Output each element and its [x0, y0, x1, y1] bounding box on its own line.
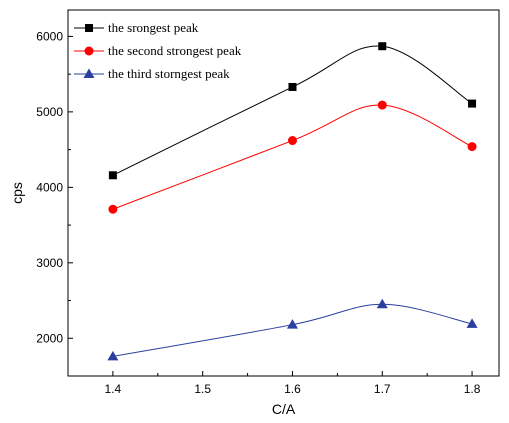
y-tick-label: 5000 [36, 105, 63, 119]
legend-label: the second strongest peak [108, 43, 242, 58]
series-line [112, 303, 473, 357]
series-1 [108, 42, 477, 180]
x-axis-ticks: 1.4 1.5 1.6 1.7 1.8 [105, 371, 481, 396]
legend-item: the third storngest peak [74, 66, 230, 81]
y-tick-label: 6000 [36, 29, 63, 43]
y-tick-label: 2000 [36, 331, 63, 345]
legend-item: the second strongest peak [74, 43, 242, 58]
series-line [112, 45, 473, 176]
x-tick-label: 1.5 [194, 382, 211, 396]
x-tick-label: 1.8 [464, 382, 481, 396]
data-point [286, 319, 298, 329]
x-tick-label: 1.6 [284, 382, 301, 396]
legend-marker [84, 46, 94, 56]
legend-marker [83, 68, 95, 78]
data-point [288, 82, 297, 91]
data-point [378, 42, 387, 51]
data-point [108, 171, 117, 180]
data-point [108, 204, 118, 214]
legend-marker [85, 24, 93, 32]
series-layer [107, 42, 478, 361]
plot-frame [67, 9, 500, 377]
data-point [466, 318, 478, 328]
series-2 [108, 100, 477, 214]
series-3 [107, 298, 478, 361]
x-tick-label: 1.7 [374, 382, 391, 396]
data-point [107, 350, 119, 361]
data-point [377, 100, 387, 110]
y-axis-ticks: 2000 3000 4000 5000 6000 [36, 29, 73, 345]
y-tick-label: 3000 [36, 256, 63, 270]
legend: the srongest peak the second strongest pe… [74, 20, 242, 81]
data-point [287, 136, 297, 146]
legend-label: the srongest peak [108, 20, 199, 35]
series-line [112, 104, 473, 210]
data-point [468, 99, 477, 108]
x-axis-label: C/A [272, 401, 296, 417]
legend-label: the third storngest peak [108, 66, 230, 81]
data-point [467, 142, 477, 152]
y-axis-label: cps [9, 182, 25, 204]
legend-item: the srongest peak [74, 20, 199, 35]
data-point [376, 298, 388, 309]
y-tick-label: 4000 [36, 180, 63, 194]
x-tick-label: 1.4 [105, 382, 122, 396]
